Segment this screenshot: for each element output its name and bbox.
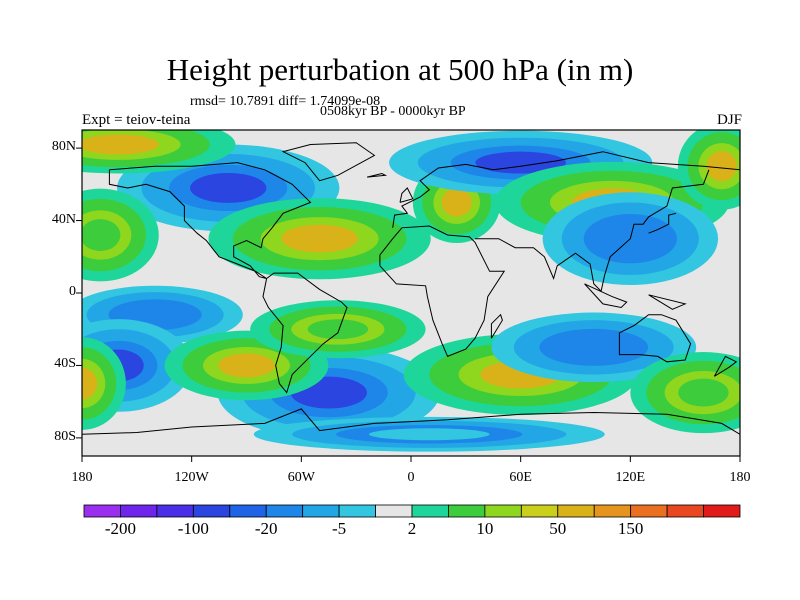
colorbar-swatch <box>375 504 413 518</box>
x-tick-label: 60W <box>287 470 315 485</box>
coastline-segment <box>82 408 740 435</box>
coastline-segment <box>108 162 312 279</box>
field-contour-7-3 <box>82 134 159 155</box>
coastline-segment <box>490 313 503 339</box>
colorbar-swatch <box>338 504 376 518</box>
coastline-segment <box>392 151 740 228</box>
coastline-segment <box>648 212 677 234</box>
colorbar-label: 50 <box>549 519 567 538</box>
field-contour-16-3 <box>82 367 98 400</box>
colorbar-swatch <box>83 504 121 518</box>
colorbar-label: 2 <box>407 519 417 538</box>
colorbar-label: -100 <box>177 519 209 538</box>
field-contour-6-3 <box>706 151 737 182</box>
colorbar-swatch <box>557 504 595 518</box>
experiment-label: Expt = teiov-teina <box>82 112 191 128</box>
colorbar <box>83 504 741 518</box>
colorbar-swatch <box>666 504 704 518</box>
x-tick-label: 60E <box>509 470 532 485</box>
field-contour-9-3 <box>124 304 186 325</box>
colorbar-swatch <box>120 504 158 518</box>
coastline-segment <box>399 187 414 203</box>
colorbar-swatch <box>593 504 632 518</box>
y-tick-label: 0 <box>69 284 76 299</box>
colorbar-label: -5 <box>332 519 347 538</box>
field-contour-2-3 <box>441 188 472 217</box>
colorbar-label: -20 <box>254 519 278 538</box>
field-contour-8-3 <box>82 219 121 251</box>
chart-title: Height perturbation at 500 hPa (in m) <box>166 52 634 87</box>
colorbar-swatch <box>703 504 741 518</box>
field-contour-17-3 <box>307 319 369 340</box>
field-contour-1-3 <box>281 224 358 253</box>
field-contour-15-3 <box>678 378 729 407</box>
coastline-segment <box>379 225 506 358</box>
y-tick-label: 80N <box>51 139 76 155</box>
field-contour-18-3 <box>368 428 490 441</box>
colorbar-swatch <box>520 504 559 518</box>
field-contour-0-3 <box>190 173 267 203</box>
x-tick-label: 120E <box>615 470 646 485</box>
coastline-segment <box>648 294 687 310</box>
time-period: 0508kyr BP - 0000kyr BP <box>320 104 466 119</box>
axis-ticks <box>76 147 741 462</box>
coastline-segment <box>281 142 376 182</box>
colorbar-swatch <box>229 504 267 518</box>
coastline-segment <box>713 355 738 377</box>
x-tick-label: 180 <box>71 470 93 485</box>
rmsd-diff-stats: rmsd= 10.7891 diff= 1.74099e-08 <box>190 94 381 109</box>
colorbar-swatch <box>265 504 304 518</box>
coastlines <box>82 142 740 435</box>
x-tick-label: 120W <box>174 470 209 485</box>
coastline-segment <box>366 172 388 178</box>
colorbar-swatch <box>302 504 340 518</box>
colorbar-swatch <box>448 504 486 518</box>
coastline-segment <box>618 314 692 363</box>
colorbar-label: -200 <box>104 519 137 538</box>
y-tick-label: 80S <box>54 428 76 444</box>
colorbar-swatch <box>630 504 668 518</box>
colorbar-swatch <box>411 504 449 518</box>
coastline-segment <box>262 272 348 394</box>
field-contour-3-3 <box>475 151 566 174</box>
colorbar-swatch <box>192 504 231 518</box>
colorbar-swatch <box>156 504 194 518</box>
field-contour-12-3 <box>218 353 275 378</box>
colorbar-label: 150 <box>617 519 644 538</box>
colorbar-label: 10 <box>476 519 494 538</box>
season-label: DJF <box>716 112 742 128</box>
field-contour-14-3 <box>558 335 629 360</box>
height-field <box>82 130 740 452</box>
y-tick-label: 40S <box>54 356 76 372</box>
x-tick-label: 0 <box>407 470 415 485</box>
coastline-segment <box>584 283 628 309</box>
colorbar-swatch <box>484 504 522 518</box>
x-tick-label: 180 <box>729 470 751 485</box>
y-tick-label: 40N <box>51 211 76 227</box>
